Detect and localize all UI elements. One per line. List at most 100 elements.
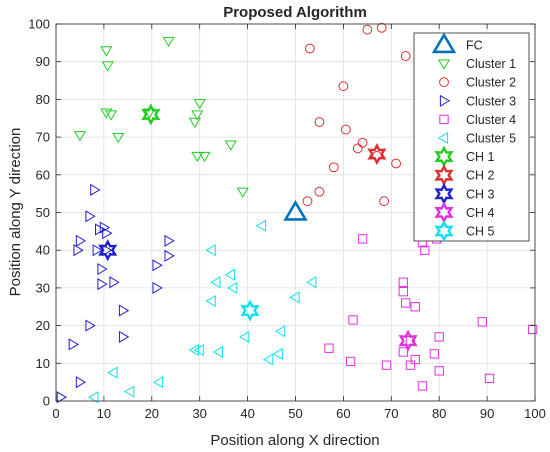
- point-cluster-2: [328, 162, 339, 173]
- series-cluster-5: [88, 219, 317, 404]
- point-cluster-5: [306, 276, 317, 289]
- x-tick-label: 30: [192, 406, 206, 421]
- point-cluster-2: [376, 22, 387, 33]
- y-tick-label: 10: [36, 356, 50, 371]
- legend-label: Cluster 5: [466, 132, 516, 146]
- point-cluster-1: [191, 151, 204, 163]
- point-cluster-1: [100, 108, 113, 119]
- point-cluster-2: [379, 196, 390, 207]
- point-cluster-2: [340, 124, 351, 135]
- point-cluster-2: [338, 81, 349, 92]
- point-cluster-2: [391, 158, 402, 169]
- point-cluster-5: [107, 366, 118, 379]
- point-cluster-2: [302, 196, 313, 207]
- legend-label: Cluster 1: [466, 57, 516, 71]
- point-cluster-2: [304, 43, 315, 54]
- point-cluster-3: [75, 376, 87, 389]
- point-cluster-3: [56, 391, 67, 404]
- point-cluster-5: [88, 391, 99, 404]
- series-fc: [283, 199, 308, 221]
- point-cluster-3: [118, 330, 130, 343]
- point-cluster-5: [205, 295, 216, 308]
- point-ch-2: [367, 142, 387, 166]
- point-cluster-4: [324, 343, 334, 353]
- point-cluster-3: [85, 210, 96, 223]
- y-tick-label: 80: [36, 92, 50, 107]
- y-tick-label: 20: [36, 318, 50, 333]
- point-cluster-5: [239, 330, 250, 343]
- series-ch-1: [141, 103, 161, 126]
- x-tick-label: 0: [52, 406, 59, 421]
- legend-label: CH 3: [466, 187, 495, 201]
- series-ch-2: [367, 142, 387, 166]
- y-tick-label: 90: [36, 54, 50, 69]
- point-cluster-5: [188, 344, 200, 357]
- point-cluster-3: [92, 244, 103, 257]
- data-points: [56, 22, 538, 404]
- point-cluster-5: [227, 281, 238, 294]
- point-cluster-4: [401, 298, 411, 308]
- y-tick-label: 70: [36, 130, 50, 145]
- series-ch-3: [98, 239, 118, 262]
- point-cluster-4: [348, 315, 358, 325]
- y-tick-label: 40: [36, 243, 50, 258]
- point-cluster-4: [434, 366, 444, 376]
- legend-item-fc: FC: [431, 32, 483, 54]
- point-cluster-4: [398, 347, 408, 357]
- point-cluster-4: [357, 234, 368, 244]
- point-cluster-1: [236, 187, 249, 198]
- point-cluster-4: [405, 360, 416, 370]
- point-cluster-3: [109, 276, 120, 289]
- legend-marker-cluster-5: [437, 131, 449, 145]
- point-cluster-2: [352, 143, 363, 154]
- legend-label: CH 4: [466, 206, 495, 220]
- legend-marker-cluster-3: [439, 94, 451, 107]
- point-cluster-3: [152, 259, 163, 272]
- legend-item-cluster-2: Cluster 2: [439, 76, 516, 90]
- point-cluster-1: [188, 117, 201, 129]
- y-axis-label: Position along Y direction: [7, 128, 24, 297]
- point-cluster-2: [362, 24, 373, 35]
- point-cluster-3: [97, 278, 108, 291]
- point-cluster-4: [410, 354, 420, 365]
- point-cluster-5: [224, 268, 235, 281]
- x-tick-label: 20: [145, 406, 159, 421]
- legend-label: FC: [466, 39, 483, 53]
- point-cluster-1: [193, 99, 206, 110]
- point-cluster-4: [484, 373, 495, 384]
- point-ch-4: [398, 329, 418, 352]
- point-cluster-1: [100, 46, 113, 57]
- point-cluster-1: [73, 131, 87, 142]
- series-cluster-4: [324, 234, 538, 391]
- point-cluster-4: [410, 302, 420, 312]
- y-tick-label: 60: [36, 167, 50, 182]
- x-tick-label: 40: [240, 406, 254, 421]
- point-cluster-3: [152, 281, 163, 294]
- point-cluster-4: [420, 245, 430, 255]
- point-cluster-3: [118, 304, 130, 317]
- point-cluster-3: [73, 244, 84, 257]
- legend-item-ch-5: CH 5: [434, 219, 495, 243]
- point-cluster-4: [477, 317, 487, 327]
- point-cluster-3: [68, 338, 79, 351]
- point-cluster-5: [205, 244, 216, 257]
- x-tick-label: 50: [288, 406, 302, 421]
- point-ch-3: [98, 239, 118, 262]
- point-cluster-3: [97, 262, 108, 276]
- series-cluster-1: [73, 36, 249, 198]
- legend-label: Cluster 2: [466, 76, 516, 90]
- point-cluster-4: [434, 332, 444, 342]
- point-cluster-1: [105, 110, 118, 121]
- point-cluster-2: [400, 51, 411, 61]
- x-axis-label: Position along X direction: [210, 432, 379, 449]
- x-tick-label: 90: [480, 406, 494, 421]
- legend-label: CH 5: [466, 225, 495, 239]
- point-cluster-5: [262, 353, 274, 366]
- legend-label: CH 1: [466, 150, 495, 164]
- point-cluster-5: [212, 345, 223, 359]
- y-tick-label: 100: [28, 17, 50, 32]
- point-cluster-3: [94, 223, 106, 236]
- point-cluster-5: [124, 385, 135, 398]
- point-cluster-2: [357, 137, 368, 148]
